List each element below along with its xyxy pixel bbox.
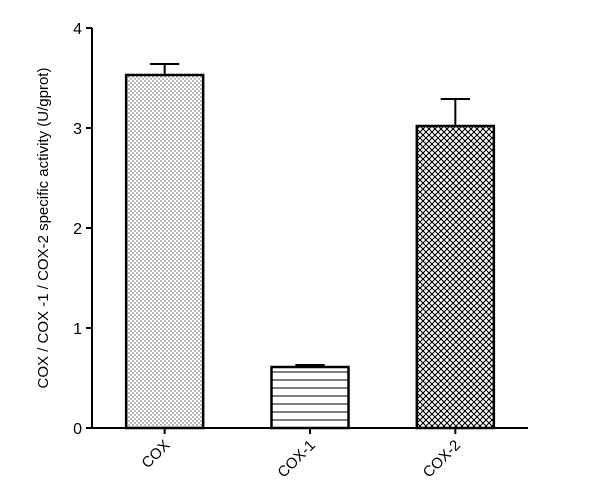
x-tick-label-cox-1: COX-1 — [274, 437, 318, 481]
y-tick-label: 3 — [73, 121, 82, 138]
y-tick-label: 1 — [73, 321, 82, 338]
error-bar-cox-1 — [295, 364, 325, 367]
bar-cox-1 — [270, 365, 350, 430]
y-axis-title: COX / COX -1 / COX-2 specific activity (… — [35, 68, 52, 389]
error-bar-cox-2 — [440, 98, 470, 126]
bars-group — [124, 73, 496, 430]
y-ticks-group: 0 1 2 3 4 — [73, 21, 92, 438]
error-bars-group — [150, 63, 470, 367]
x-tick-label-cox-2: COX-2 — [420, 437, 464, 481]
y-tick-label: 2 — [73, 221, 82, 238]
error-bar-cox — [150, 63, 180, 75]
y-tick-label: 0 — [73, 421, 82, 438]
bar-cox-2 — [415, 124, 496, 430]
x-ticks-group: COX COX-1 COX-2 — [138, 428, 464, 481]
x-tick-label-cox: COX — [138, 437, 173, 472]
y-tick-label: 4 — [73, 21, 82, 38]
bar-cox — [124, 73, 205, 430]
